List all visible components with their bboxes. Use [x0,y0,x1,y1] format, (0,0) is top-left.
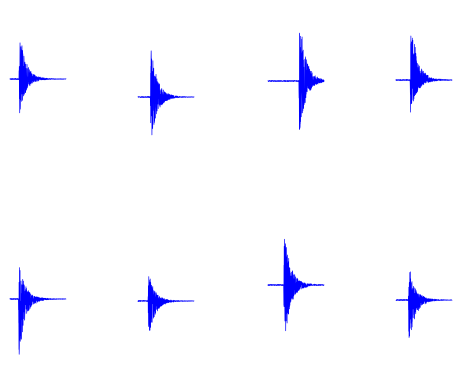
waveform-trace-2 [137,50,195,136]
waveform-trace-7 [267,238,325,332]
waveform-trace-3 [267,32,325,130]
waveform-trace-8 [395,271,453,338]
waveform-trace-6 [137,276,195,331]
waveform-trace-5 [9,267,67,355]
waveform-trace-1 [9,42,67,114]
waveform-trace-4 [395,35,453,113]
